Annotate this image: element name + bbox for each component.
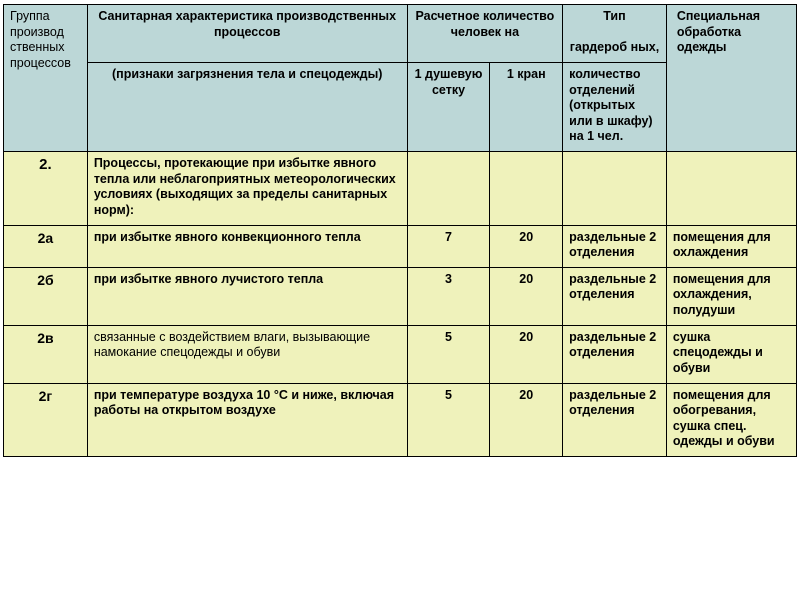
cell-tap: 20 [490,267,563,325]
cell-group: 2б [4,267,88,325]
table-row: 2гпри температуре воздуха 10 °C и ниже, … [4,383,797,457]
cell-shower [407,152,490,226]
cell-group: 2а [4,225,88,267]
cell-desc: при избытке явного конвекционного тепла [87,225,407,267]
cell-special [666,152,796,226]
cell-special: помещения для охлаждения [666,225,796,267]
cell-desc: при избытке явного лучистого тепла [87,267,407,325]
cell-type: раздельные 2 отделения [563,225,667,267]
col-sanit-sub: (признаки загрязнения тела и спецодежды) [87,62,407,151]
cell-group: 2в [4,325,88,383]
col-shower: 1 душевую сетку [407,62,490,151]
cell-type [563,152,667,226]
col-tap: 1 кран [490,62,563,151]
table-row: 2.Процессы, протекающие при избытке явно… [4,152,797,226]
col-special: Специальная обработка одежды [666,5,796,152]
table-row: 2бпри избытке явного лучистого тепла320р… [4,267,797,325]
cell-shower: 5 [407,383,490,457]
col-group: Группа производ ственных процессов [4,5,88,152]
cell-type: раздельные 2 отделения [563,267,667,325]
cell-group: 2г [4,383,88,457]
cell-type: раздельные 2 отделения [563,383,667,457]
sanitary-table: Группа производ ственных процессов Санит… [3,4,797,457]
cell-shower: 3 [407,267,490,325]
cell-special: помещения для охлаждения, полудуши [666,267,796,325]
cell-tap: 20 [490,225,563,267]
cell-special: сушка спецодежды и обуви [666,325,796,383]
cell-tap: 20 [490,325,563,383]
table-row: 2апри избытке явного конвекционного тепл… [4,225,797,267]
cell-shower: 5 [407,325,490,383]
col-sanit: Санитарная характеристика производственн… [87,5,407,63]
cell-desc: при температуре воздуха 10 °C и ниже, вк… [87,383,407,457]
col-type-sub: количество отделений (открытых или в шка… [563,62,667,151]
table-body: 2.Процессы, протекающие при избытке явно… [4,152,797,457]
cell-desc: связанные с воздействием влаги, вызывающ… [87,325,407,383]
table-row: 2всвязанные с воздействием влаги, вызыва… [4,325,797,383]
cell-tap: 20 [490,383,563,457]
col-calc: Расчетное количество человек на [407,5,563,63]
cell-special: помещения для обогревания, сушка спец. о… [666,383,796,457]
cell-group: 2. [4,152,88,226]
col-type: Тип гардероб ных, [563,5,667,63]
cell-type: раздельные 2 отделения [563,325,667,383]
cell-desc: Процессы, протекающие при избытке явного… [87,152,407,226]
header-row-1: Группа производ ственных процессов Санит… [4,5,797,63]
cell-tap [490,152,563,226]
cell-shower: 7 [407,225,490,267]
